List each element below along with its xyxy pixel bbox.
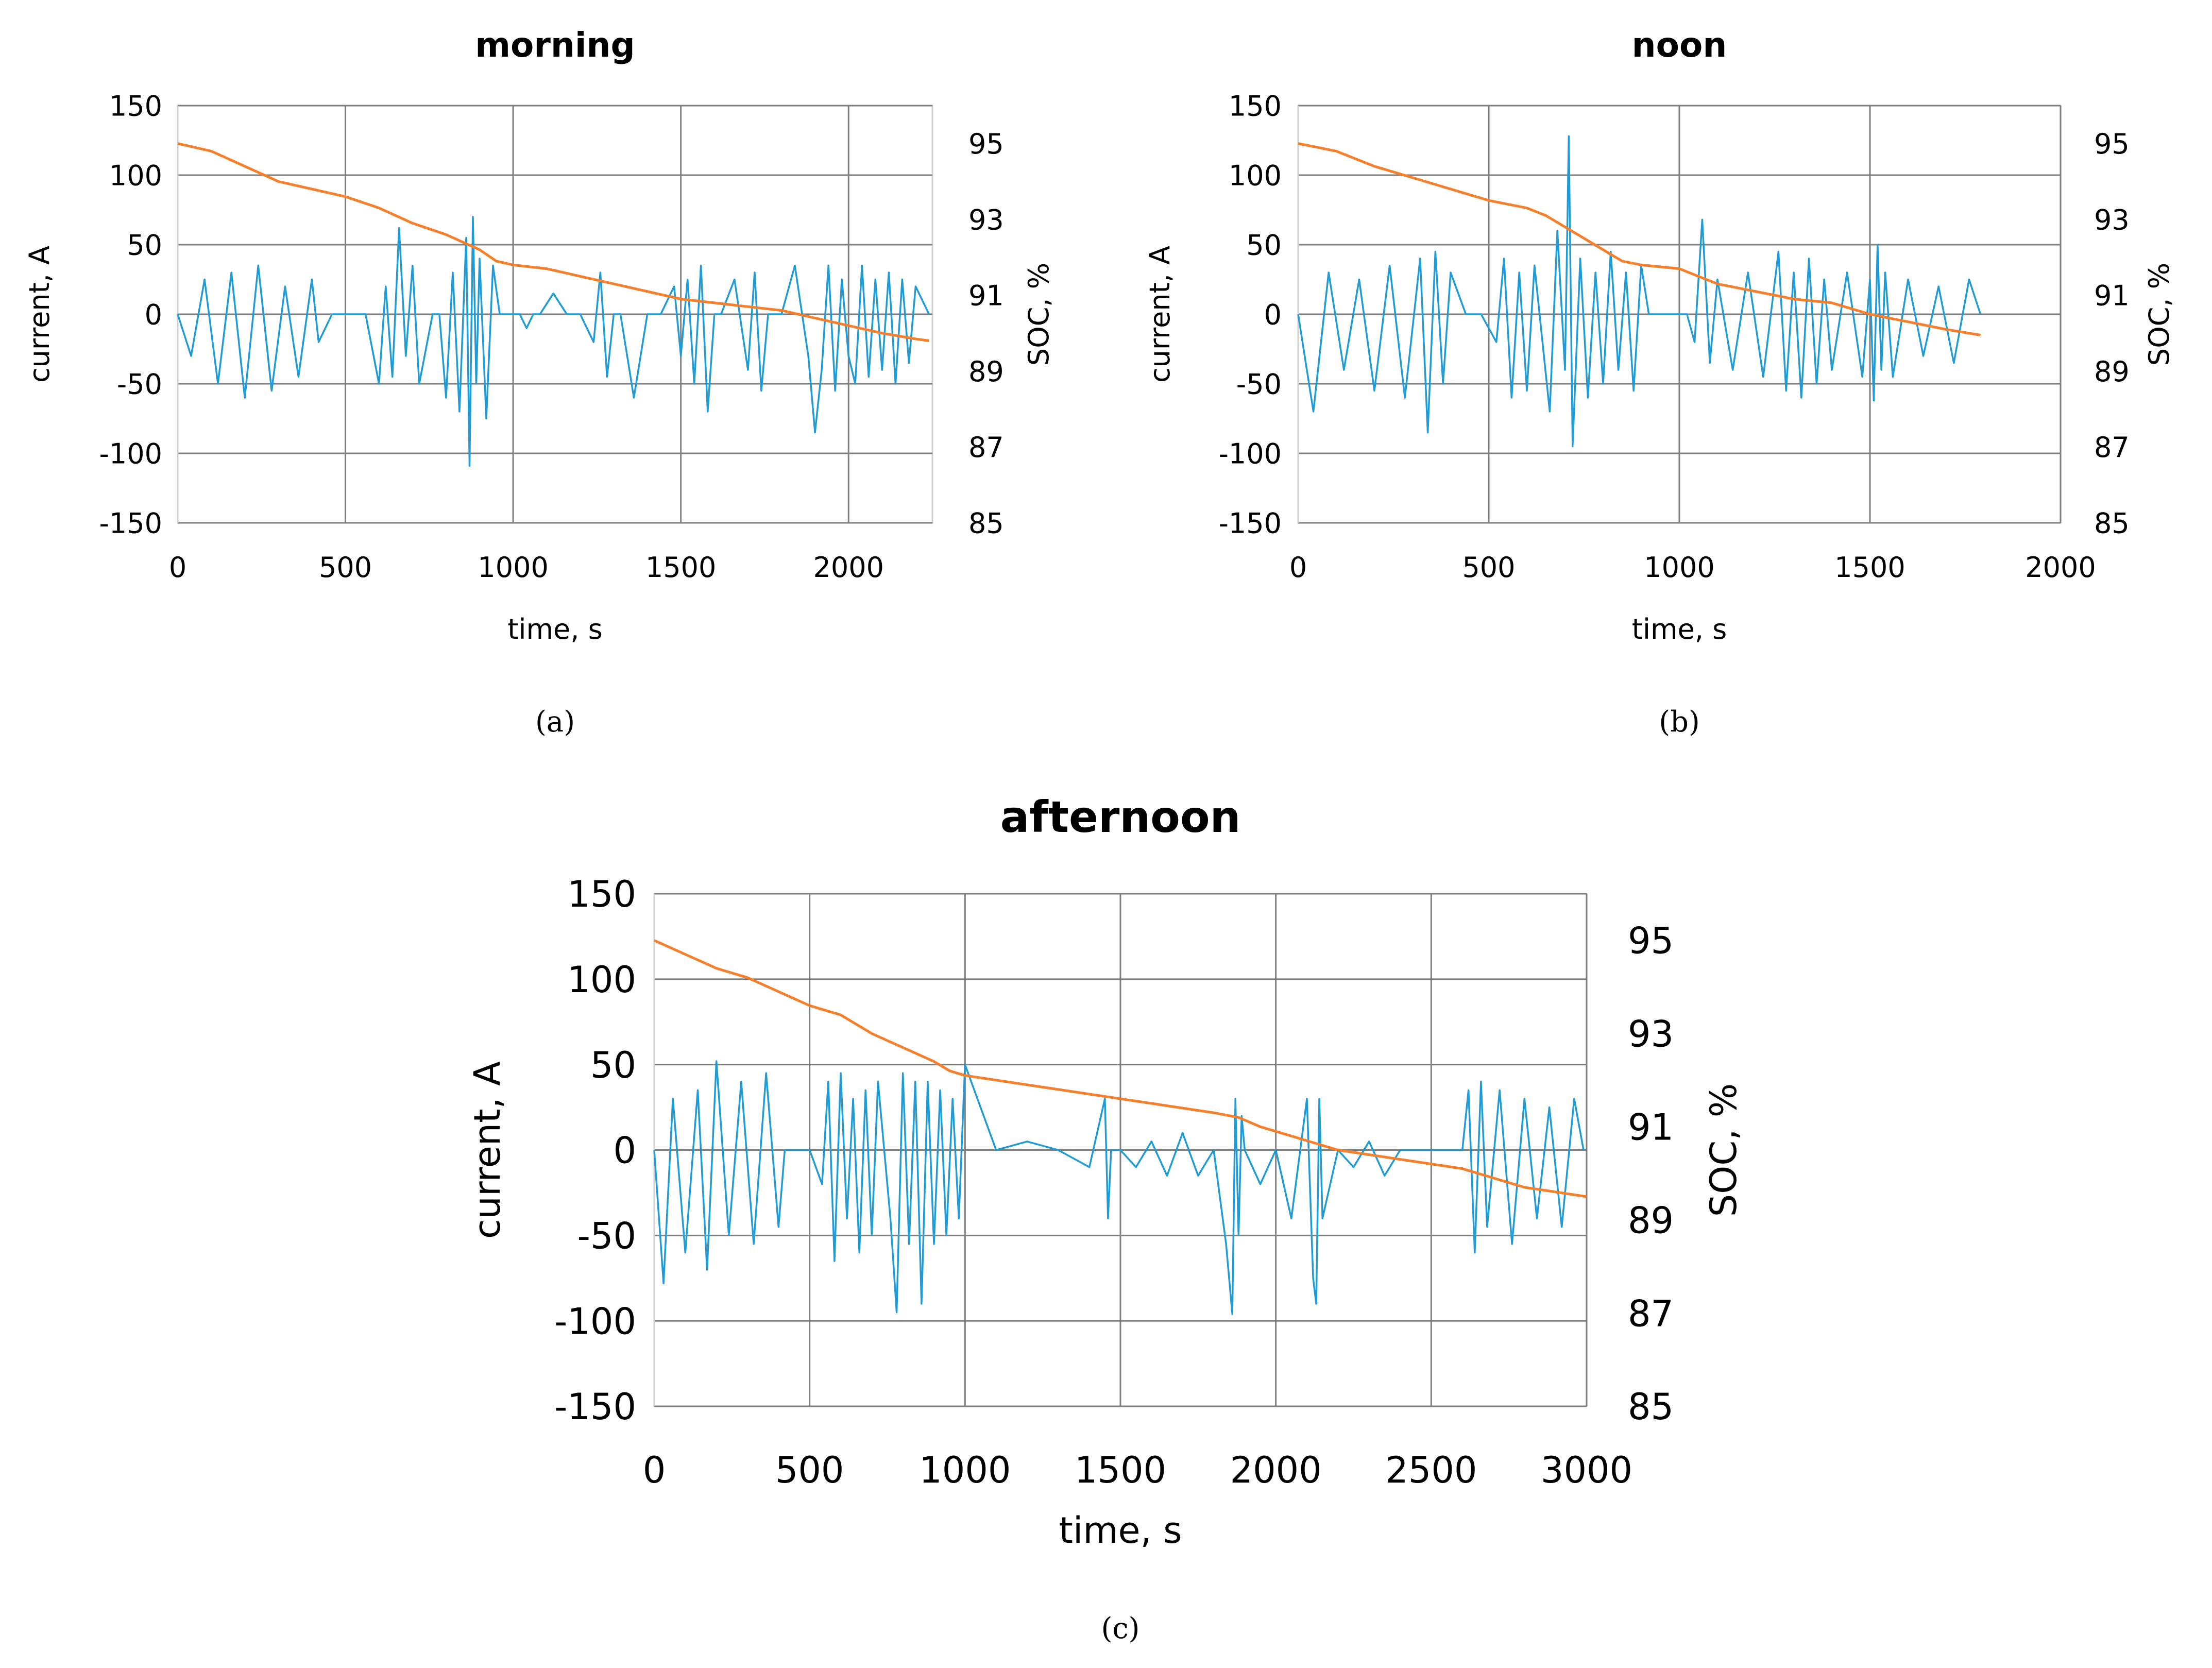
y-tick-label: -50 xyxy=(117,368,162,400)
series-line-soc xyxy=(1298,142,1981,336)
y2-tick-label: 91 xyxy=(1628,1106,1674,1148)
x-tick-label: 1000 xyxy=(478,551,548,584)
y-tick-label: 50 xyxy=(1246,229,1282,261)
y-tick-label: -100 xyxy=(1218,437,1282,470)
y-axis-label: current, A xyxy=(466,1061,508,1239)
y-tick-label: 0 xyxy=(145,298,162,331)
y2-axis-label: SOC, % xyxy=(1703,1083,1745,1217)
chart-title: morning xyxy=(475,25,635,65)
y-tick-label: -50 xyxy=(1236,368,1282,400)
y-tick-label: -50 xyxy=(577,1215,636,1257)
y-tick-label: 100 xyxy=(109,159,162,192)
y2-tick-label: 87 xyxy=(2094,431,2130,464)
y2-tick-label: 93 xyxy=(2094,203,2130,236)
x-axis-label: time, s xyxy=(507,613,602,645)
y-tick-label: 100 xyxy=(567,959,636,1001)
y2-tick-label: 87 xyxy=(1628,1292,1674,1335)
y2-axis-label: SOC, % xyxy=(2143,263,2175,366)
y2-tick-label: 95 xyxy=(1628,920,1674,962)
series-line-current xyxy=(1297,135,1982,448)
y2-tick-label: 85 xyxy=(2094,507,2130,539)
y-tick-label: 100 xyxy=(1229,159,1282,192)
y-tick-label: 50 xyxy=(127,229,162,261)
y-tick-label: 0 xyxy=(613,1130,636,1172)
x-tick-label: 1500 xyxy=(645,551,716,584)
chart-title: afternoon xyxy=(1000,792,1241,842)
y2-axis-label: SOC, % xyxy=(1023,263,1055,366)
x-tick-label: 500 xyxy=(319,551,372,584)
x-tick-label: 1500 xyxy=(1834,551,1905,584)
y-tick-label: -100 xyxy=(99,437,162,470)
x-tick-label: 1000 xyxy=(919,1449,1011,1491)
x-tick-label: 2000 xyxy=(2025,551,2096,584)
y2-tick-label: 89 xyxy=(1628,1199,1674,1241)
y-tick-label: 150 xyxy=(1229,90,1282,122)
y-tick-label: -150 xyxy=(554,1386,636,1428)
y-tick-label: -150 xyxy=(1218,507,1282,539)
y2-tick-label: 91 xyxy=(2094,280,2130,312)
series-line-soc xyxy=(653,939,1587,1198)
x-tick-label: 2500 xyxy=(1385,1449,1477,1491)
y-axis-label: current, A xyxy=(23,246,56,383)
y-axis-label: current, A xyxy=(1144,246,1176,383)
x-tick-label: 1000 xyxy=(1644,551,1714,584)
panel-caption: (a) xyxy=(535,705,575,739)
x-tick-label: 2000 xyxy=(813,551,884,584)
y-tick-label: 0 xyxy=(1264,298,1282,331)
series-line-current xyxy=(177,216,930,467)
x-tick-label: 0 xyxy=(643,1449,666,1491)
panel-caption: (c) xyxy=(1101,1612,1139,1645)
y-tick-label: 150 xyxy=(109,90,162,122)
x-tick-label: 500 xyxy=(775,1449,844,1491)
y2-tick-label: 95 xyxy=(968,128,1004,160)
x-axis-label: time, s xyxy=(1632,613,1727,645)
y2-tick-label: 95 xyxy=(2094,128,2130,160)
panel-caption: (b) xyxy=(1659,705,1700,739)
y-tick-label: -150 xyxy=(99,507,162,539)
chart-title: noon xyxy=(1632,25,1727,65)
y2-tick-label: 87 xyxy=(968,431,1004,464)
x-tick-label: 500 xyxy=(1462,551,1515,584)
y2-tick-label: 93 xyxy=(968,203,1004,236)
x-tick-label: 2000 xyxy=(1230,1449,1322,1491)
series-line-soc xyxy=(177,142,929,342)
y2-tick-label: 89 xyxy=(968,355,1004,388)
x-tick-label: 0 xyxy=(1289,551,1307,584)
y2-tick-label: 85 xyxy=(1628,1386,1674,1428)
x-tick-label: 3000 xyxy=(1541,1449,1632,1491)
y2-tick-label: 85 xyxy=(968,507,1004,539)
y-tick-label: 50 xyxy=(590,1044,636,1086)
y2-tick-label: 93 xyxy=(1628,1013,1674,1056)
x-tick-label: 0 xyxy=(169,551,186,584)
series-line-current xyxy=(653,1060,1585,1315)
y-tick-label: 150 xyxy=(567,873,636,915)
y2-tick-label: 89 xyxy=(2094,355,2130,388)
x-axis-label: time, s xyxy=(1059,1509,1182,1552)
x-tick-label: 1500 xyxy=(1075,1449,1166,1491)
y-tick-label: -100 xyxy=(554,1300,636,1342)
y2-tick-label: 91 xyxy=(968,280,1004,312)
